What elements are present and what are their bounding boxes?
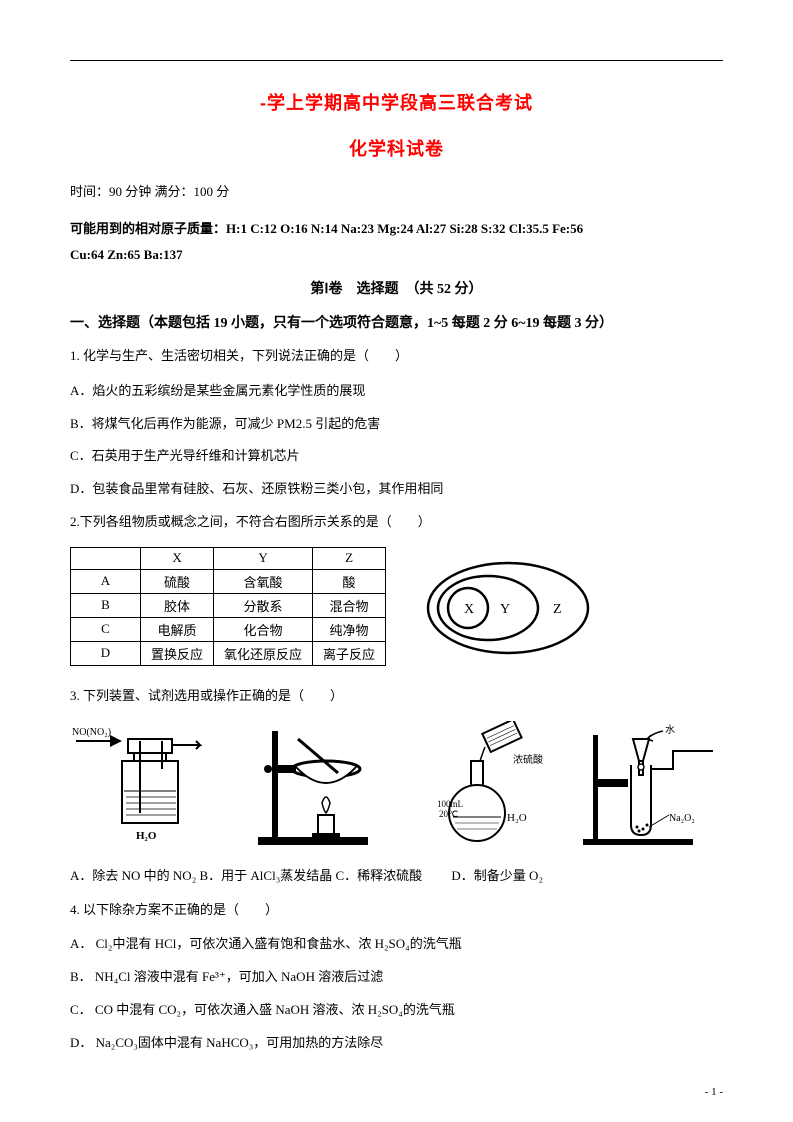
apparatus-row: NO(NO₂) H₂O — [70, 721, 723, 851]
venn-label-z: Z — [553, 602, 562, 617]
table-cell: 氧化还原反应 — [214, 641, 313, 665]
q1-opt-a: A．焰火的五彩缤纷是某些金属元素化学性质的展现 — [70, 381, 723, 402]
svg-text:Na₂O₂: Na₂O₂ — [669, 813, 695, 824]
table-header: Y — [214, 547, 313, 569]
table-row: D 置换反应 氧化还原反应 离子反应 — [71, 641, 386, 665]
svg-text:浓硫酸: 浓硫酸 — [513, 753, 543, 766]
table-cell: 纯净物 — [313, 617, 386, 641]
table-cell: C — [71, 617, 141, 641]
table-header: Z — [313, 547, 386, 569]
table-row: X Y Z — [71, 547, 386, 569]
table-header — [71, 547, 141, 569]
q4-opt-c: C． CO 中混有 CO₂，可依次通入盛 NaOH 溶液、浓 H₂SO₄的洗气瓶 — [70, 1000, 723, 1021]
venn-label-x: X — [464, 602, 474, 617]
q4-opt-b: B． NH₄Cl 溶液中混有 Fe³⁺，可加入 NaOH 溶液后过滤 — [70, 967, 723, 988]
q3-opt-c: C．稀释浓硫酸 — [335, 868, 422, 883]
apparatus-c: 浓硫酸 100mL 20℃ H₂O — [405, 721, 555, 851]
table-row: B 胶体 分散系 混合物 — [71, 593, 386, 617]
q1-opt-d: D．包装食品里常有硅胶、石灰、还原铁粉三类小包，其作用相同 — [70, 479, 723, 500]
svg-text:NO(NO₂): NO(NO₂) — [72, 727, 111, 738]
table-cell: 化合物 — [214, 617, 313, 641]
svg-text:水: 水 — [665, 724, 675, 736]
table-header: X — [141, 547, 214, 569]
q1-stem: 1. 化学与生产、生活密切相关，下列说法正确的是（ ） — [70, 346, 723, 367]
table-cell: 混合物 — [313, 593, 386, 617]
atomic-values-2: Cu:64 Zn:65 Ba:137 — [70, 247, 183, 262]
q2-table: X Y Z A 硫酸 含氧酸 酸 B 胶体 分散系 混合物 C 电解质 化合物 … — [70, 547, 386, 666]
q3-opt-a: A．除去 NO 中的 NO₂ — [70, 868, 196, 883]
section-1-heading: 第Ⅰ卷 选择题 （共 52 分） — [70, 278, 723, 298]
q3-opt-b: B．用于 AlCl₃蒸发结晶 — [199, 868, 332, 883]
table-cell: 电解质 — [141, 617, 214, 641]
venn-diagram: X Y Z — [408, 547, 598, 668]
apparatus-a: NO(NO₂) H₂O — [70, 721, 220, 851]
title-line-2: 化学科试卷 — [70, 135, 723, 161]
table-cell: 离子反应 — [313, 641, 386, 665]
q4-opt-d: D． Na₂CO₃固体中混有 NaHCO₃，可用加热的方法除尽 — [70, 1033, 723, 1054]
q4-opt-a: A． Cl₂中混有 HCl，可依次通入盛有饱和食盐水、浓 H₂SO₄的洗气瓶 — [70, 934, 723, 955]
exam-page: -学上学期高中学段高三联合考试 化学科试卷 时间：90 分钟 满分：100 分 … — [0, 0, 793, 1122]
table-row: A 硫酸 含氧酸 酸 — [71, 569, 386, 593]
svg-text:H₂O: H₂O — [507, 812, 527, 824]
q4-stem: 4. 以下除杂方案不正确的是（ ） — [70, 900, 723, 921]
atomic-values: H:1 C:12 O:16 N:14 Na:23 Mg:24 Al:27 Si:… — [226, 221, 583, 236]
svg-text:100mL: 100mL — [437, 799, 463, 809]
table-cell: D — [71, 641, 141, 665]
q1-opt-b: B．将煤气化后再作为能源，可减少 PM2.5 引起的危害 — [70, 414, 723, 435]
svg-text:20℃: 20℃ — [439, 809, 458, 819]
table-cell: 胶体 — [141, 593, 214, 617]
atomic-label: 可能用到的相对原子质量： — [70, 221, 226, 236]
q3-opt-d: D．制备少量 O₂ — [451, 868, 543, 883]
table-cell: 硫酸 — [141, 569, 214, 593]
table-cell: 酸 — [313, 569, 386, 593]
q3-stem: 3. 下列装置、试剂选用或操作正确的是（ ） — [70, 686, 723, 707]
page-number: - 1 - — [705, 1086, 723, 1098]
table-cell: 含氧酸 — [214, 569, 313, 593]
q1-opt-c: C．石英用于生产光导纤维和计算机芯片 — [70, 446, 723, 467]
venn-svg: X Y Z — [408, 553, 598, 663]
atomic-mass-block: 可能用到的相对原子质量：H:1 C:12 O:16 N:14 Na:23 Mg:… — [70, 216, 723, 268]
table-cell: A — [71, 569, 141, 593]
title-line-1: -学上学期高中学段高三联合考试 — [70, 89, 723, 115]
q3-options: A．除去 NO 中的 NO₂ B．用于 AlCl₃蒸发结晶 C．稀释浓硫酸 D．… — [70, 865, 723, 884]
section-1-instruction: 一、选择题（本题包括 19 小题，只有一个选项符合题意，1~5 每题 2 分 6… — [70, 312, 723, 332]
table-cell: 置换反应 — [141, 641, 214, 665]
time-score-meta: 时间：90 分钟 满分：100 分 — [70, 181, 723, 200]
table-cell: B — [71, 593, 141, 617]
table-cell: 分散系 — [214, 593, 313, 617]
venn-label-y: Y — [500, 602, 510, 617]
table-row: C 电解质 化合物 纯净物 — [71, 617, 386, 641]
q2-stem: 2.下列各组物质或概念之间，不符合右图所示关系的是（ ） — [70, 512, 723, 533]
top-rule — [70, 60, 723, 61]
apparatus-b — [238, 721, 388, 851]
page-footer: - 1 - — [705, 1086, 723, 1098]
apparatus-d: 水 Na₂O₂ — [573, 721, 723, 851]
q2-row: X Y Z A 硫酸 含氧酸 酸 B 胶体 分散系 混合物 C 电解质 化合物 … — [70, 547, 723, 668]
svg-text:H₂O: H₂O — [136, 830, 157, 842]
